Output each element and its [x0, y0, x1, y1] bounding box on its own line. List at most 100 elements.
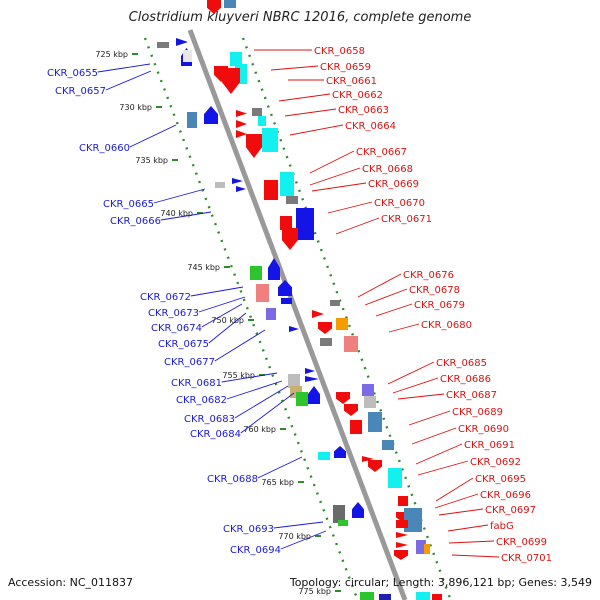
leader-line — [364, 288, 408, 306]
gene-block — [281, 298, 292, 304]
gene-arrow — [396, 532, 408, 538]
gene-label-right[interactable]: CKR_0701 — [501, 553, 552, 564]
gene-label-right[interactable]: CKR_0699 — [496, 537, 547, 548]
gene-label-left[interactable]: CKR_0682 — [176, 395, 227, 406]
gene-arrow — [334, 446, 346, 458]
leader-line — [273, 521, 324, 529]
leader-line — [451, 554, 500, 558]
gene-label-right[interactable]: CKR_0669 — [368, 179, 419, 190]
gene-label-right[interactable]: CKR_0680 — [421, 320, 472, 331]
gene-label-right[interactable]: CKR_0690 — [458, 424, 509, 435]
gene-label-right[interactable]: CKR_0663 — [338, 105, 389, 116]
gene-block — [280, 172, 294, 196]
ruler-tick-label: 750 kbp — [211, 316, 244, 325]
ruler-tick-label: 740 kbp — [160, 209, 193, 218]
gene-label-right[interactable]: CKR_0691 — [464, 440, 515, 451]
gene-arrow — [176, 38, 188, 46]
gene-label-left[interactable]: CKR_0693 — [223, 524, 274, 535]
gene-block — [360, 592, 374, 600]
gene-label-right[interactable]: CKR_0695 — [475, 474, 526, 485]
gene-label-right[interactable]: CKR_0658 — [314, 46, 365, 57]
gene-label-right[interactable]: CKR_0685 — [436, 358, 487, 369]
gene-label-right[interactable]: CKR_0676 — [403, 270, 454, 281]
gene-label-left[interactable]: CKR_0688 — [207, 474, 258, 485]
gene-label-left[interactable]: CKR_0660 — [79, 143, 130, 154]
gene-block — [320, 338, 332, 346]
gene-label-right[interactable]: CKR_0697 — [485, 505, 536, 516]
gene-arrow — [344, 404, 358, 416]
gene-block — [333, 505, 345, 523]
gene-label-right[interactable]: CKR_0662 — [332, 90, 383, 101]
gene-label-left[interactable]: CKR_0677 — [164, 357, 215, 368]
gene-label-right[interactable]: CKR_0687 — [446, 390, 497, 401]
gene-label-right[interactable]: CKR_0664 — [345, 121, 396, 132]
gene-block — [286, 196, 298, 204]
leader-line — [327, 201, 373, 214]
gene-label-right[interactable]: CKR_0668 — [362, 164, 413, 175]
leader-line — [129, 124, 177, 148]
leader-line — [447, 524, 489, 532]
leader-line — [278, 93, 331, 102]
gene-label-right[interactable]: CKR_0661 — [326, 76, 377, 87]
gene-label-right[interactable]: CKR_0659 — [320, 62, 371, 73]
gene-label-right[interactable]: CKR_0696 — [480, 490, 531, 501]
gene-arrow — [278, 280, 292, 296]
ruler-tick-label: 745 kbp — [187, 263, 220, 272]
gene-label-left[interactable]: CKR_0672 — [140, 292, 191, 303]
leader-line — [280, 530, 327, 550]
gene-label-right[interactable]: fabG — [490, 521, 514, 532]
leader-line — [105, 70, 152, 91]
gene-label-right[interactable]: CKR_0689 — [452, 407, 503, 418]
gene-block — [379, 594, 391, 600]
ruler-tick-label: 760 kbp — [243, 425, 276, 434]
gene-label-right[interactable]: CKR_0686 — [440, 374, 491, 385]
gene-block — [336, 318, 348, 330]
gene-label-right[interactable]: CKR_0667 — [356, 147, 407, 158]
gene-block — [250, 266, 262, 280]
gene-label-left[interactable]: CKR_0681 — [171, 378, 222, 389]
gene-block — [396, 520, 408, 528]
accession-text: Accession: NC_011837 — [8, 576, 133, 589]
gene-label-left[interactable]: CKR_0675 — [158, 339, 209, 350]
label-leaders — [97, 49, 500, 558]
gene-label-right[interactable]: CKR_0678 — [409, 285, 460, 296]
gene-block — [215, 182, 225, 188]
genome-backbone — [187, 29, 408, 600]
gene-arrow — [282, 228, 298, 250]
gene-label-left[interactable]: CKR_0673 — [148, 308, 199, 319]
gene-label-left[interactable]: CKR_0674 — [151, 323, 202, 334]
leader-line — [415, 443, 463, 465]
leader-line — [234, 385, 289, 419]
gene-arrow — [236, 186, 246, 192]
gene-block — [362, 384, 374, 396]
gene-label-left[interactable]: CKR_0684 — [190, 429, 241, 440]
gene-block — [330, 300, 340, 306]
map-title: Clostridium kluyveri NBRC 12016, complet… — [129, 10, 472, 25]
leader-line — [408, 410, 451, 426]
gene-label-left[interactable]: CKR_0694 — [230, 545, 281, 556]
ruler-tick-label: 770 kbp — [278, 532, 311, 541]
gene-label-right[interactable]: CKR_0671 — [381, 214, 432, 225]
leader-line — [397, 393, 445, 400]
gene-arrow — [318, 322, 332, 334]
gene-label-right[interactable]: CKR_0679 — [414, 300, 465, 311]
gene-label-left[interactable]: CKR_0665 — [103, 199, 154, 210]
gene-label-left[interactable]: CKR_0655 — [47, 68, 98, 79]
gene-block — [187, 112, 197, 128]
leader-line — [270, 65, 319, 71]
gene-label-left[interactable]: CKR_0657 — [55, 86, 106, 97]
gene-label-left[interactable]: CKR_0666 — [110, 216, 161, 227]
gene-block — [262, 128, 278, 152]
gene-block — [252, 108, 262, 116]
gene-label-right[interactable]: CKR_0670 — [374, 198, 425, 209]
gene-block — [404, 508, 422, 532]
gene-label-right[interactable]: CKR_0692 — [470, 457, 521, 468]
leader-line — [198, 296, 246, 313]
gene-block — [280, 216, 292, 230]
gene-block — [224, 0, 236, 8]
gene-label-left[interactable]: CKR_0683 — [184, 414, 235, 425]
ruler-tick-label: 755 kbp — [222, 371, 255, 380]
gene-arrow — [236, 110, 247, 117]
gene-block — [364, 396, 376, 408]
leader-line — [335, 217, 380, 235]
